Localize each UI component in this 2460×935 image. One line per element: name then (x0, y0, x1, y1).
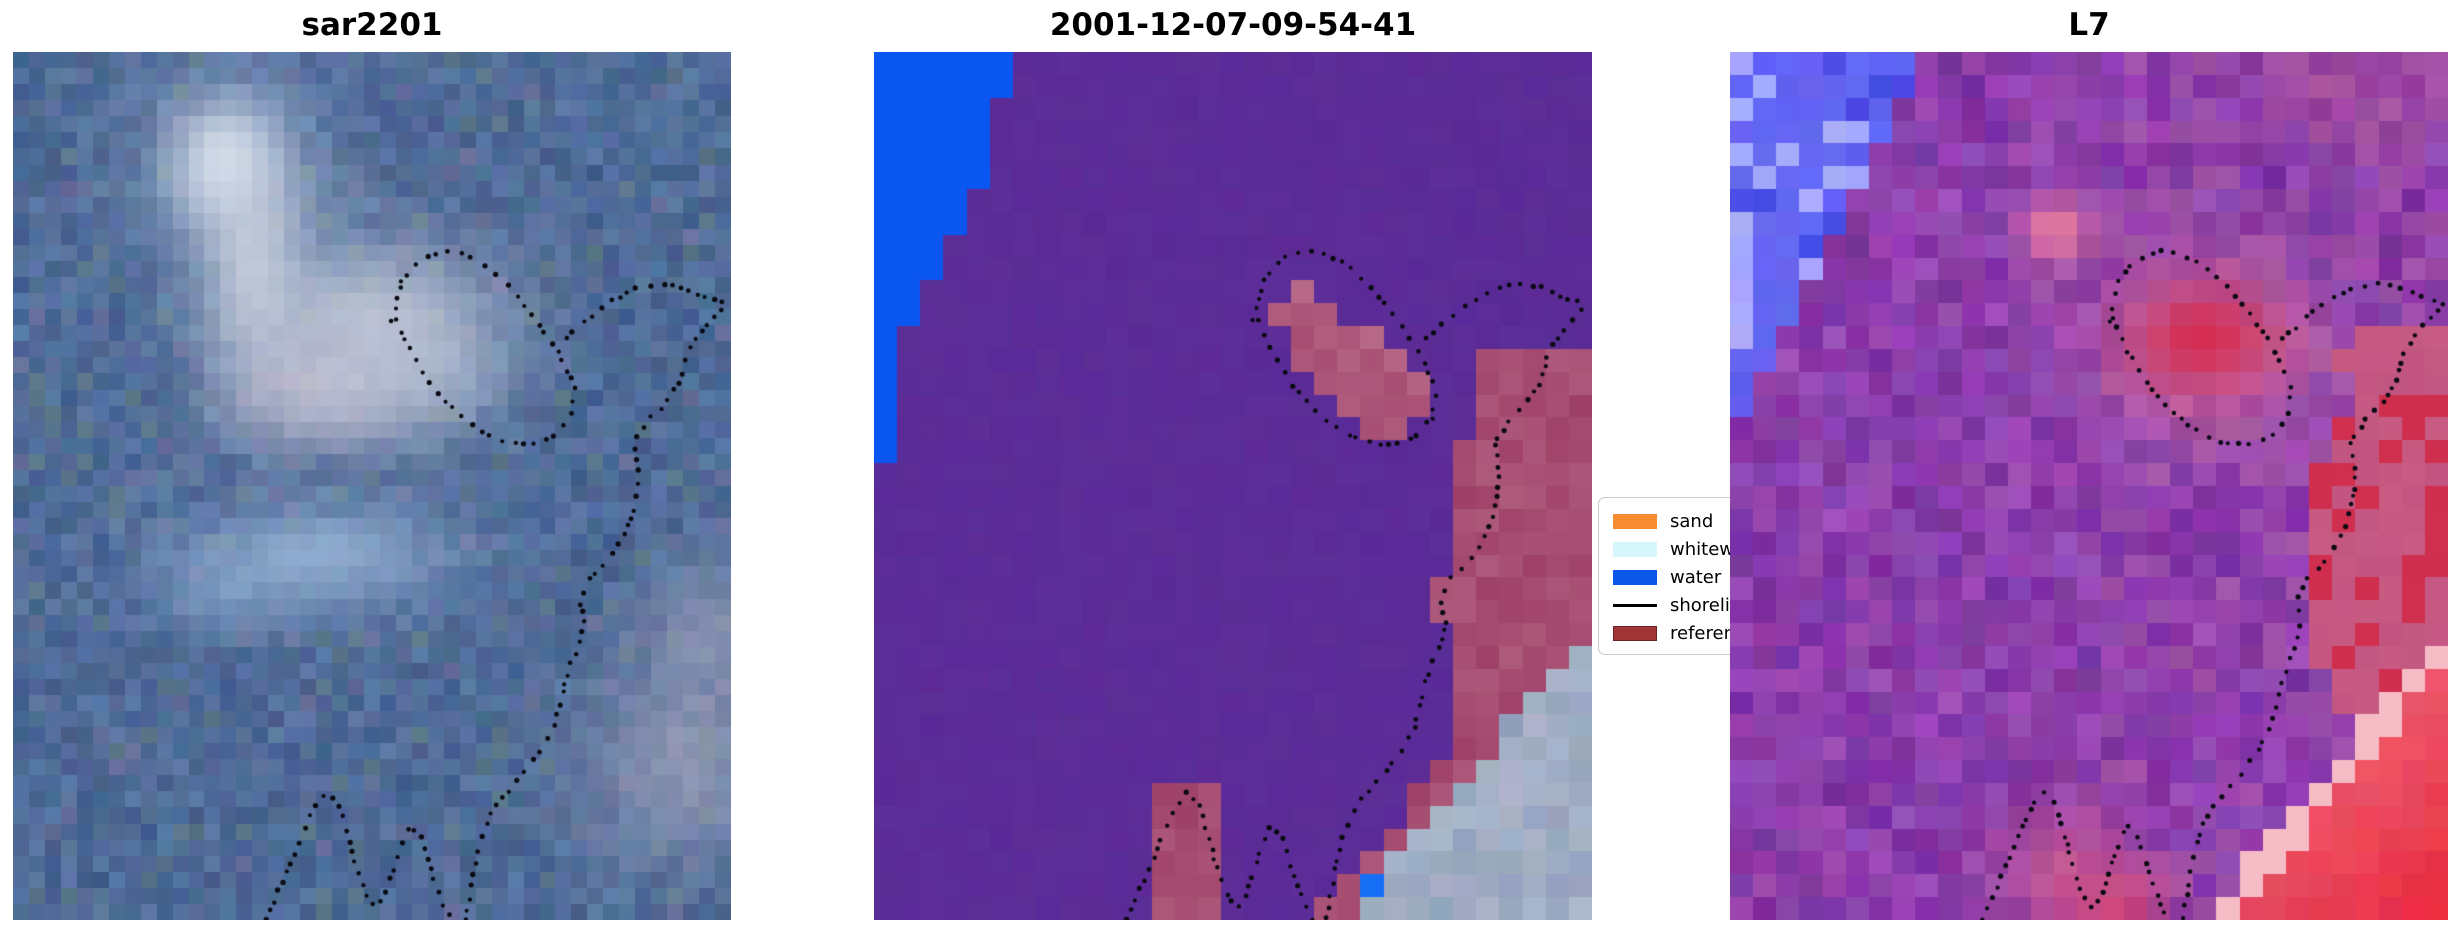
sand-swatch (1613, 513, 1657, 529)
legend-row-reference: referen (1613, 619, 1837, 647)
panel-title-l7: L7 (2068, 7, 2110, 43)
classification-image (874, 52, 1592, 920)
legend-label-reference: referen (1670, 622, 1735, 644)
l7-image (1730, 52, 2448, 920)
legend-label-whitewater: whitew (1670, 538, 1734, 560)
legend-row-shoreline: shoreli (1613, 591, 1837, 619)
panel-title-date: 2001-12-07-09-54-41 (1049, 7, 1417, 43)
legend-label-water: water (1670, 566, 1722, 588)
reference-swatch (1613, 625, 1657, 641)
whitewater-swatch (1613, 541, 1657, 557)
legend-row-whitewater: whitew (1613, 535, 1837, 563)
shoreline-line-swatch (1613, 603, 1657, 607)
legend-row-sand: sand (1613, 507, 1837, 535)
legend-label-sand: sand (1670, 510, 1714, 532)
water-swatch (1613, 569, 1657, 585)
panel-title-sar2201: sar2201 (301, 7, 443, 43)
sar2201-image (13, 52, 731, 920)
legend-label-shoreline: shoreli (1670, 594, 1730, 616)
legend-row-water: water (1613, 563, 1837, 591)
